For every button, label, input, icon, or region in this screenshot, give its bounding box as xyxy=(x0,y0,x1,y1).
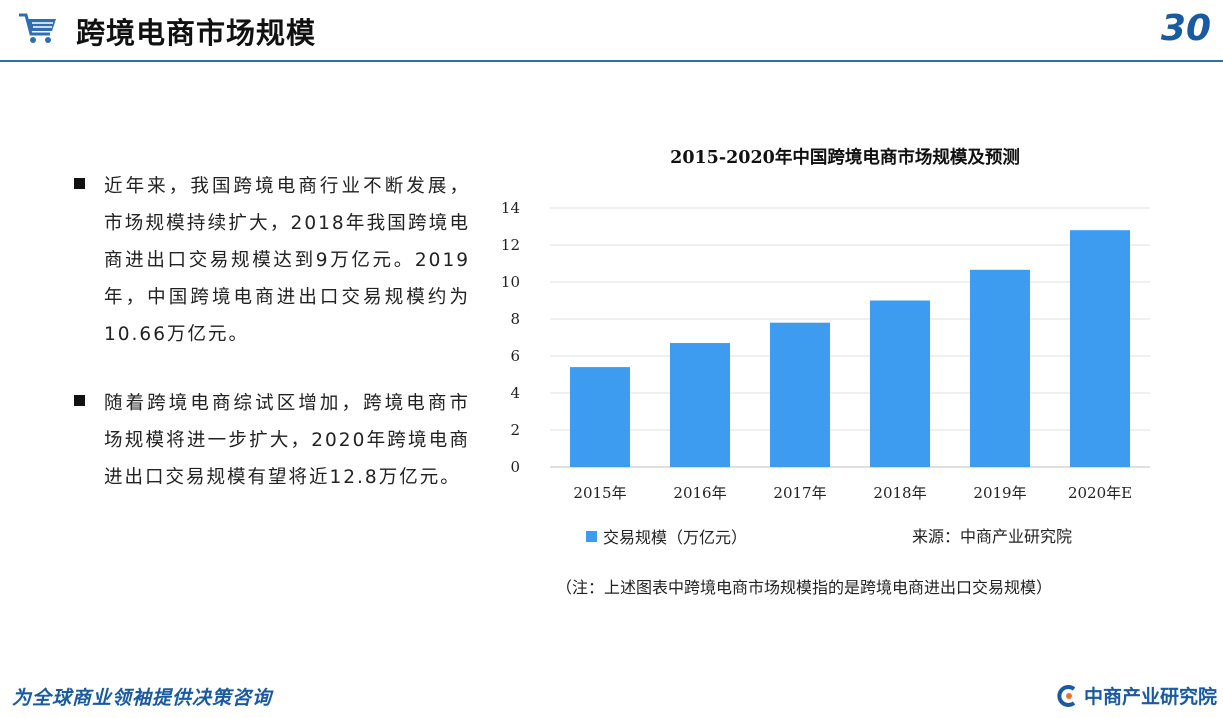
bullet-item: 近年来，我国跨境电商行业不断发展，市场规模持续扩大，2018年我国跨境电商进出口… xyxy=(74,168,470,353)
bar xyxy=(1070,230,1130,467)
legend-label: 交易规模（万亿元） xyxy=(603,528,748,547)
company-logo-icon xyxy=(1057,684,1076,707)
bullet-square-icon xyxy=(74,178,85,189)
x-tick-label: 2020年E xyxy=(1068,484,1132,502)
y-tick-label: 4 xyxy=(510,384,520,402)
footer-slogan: 为全球商业领袖提供决策咨询 xyxy=(12,687,273,709)
y-tick-label: 2 xyxy=(510,421,520,439)
x-tick-label: 2015年 xyxy=(573,484,626,502)
footer-logo: 中商产业研究院 xyxy=(1056,682,1217,709)
bullet-list: 近年来，我国跨境电商行业不断发展，市场规模持续扩大，2018年我国跨境电商进出口… xyxy=(74,168,470,528)
bar xyxy=(970,269,1030,467)
page-title: 跨境电商市场规模 xyxy=(76,16,317,50)
x-tick-label: 2016年 xyxy=(673,484,726,502)
chart-note: （注：上述图表中跨境电商市场规模指的是跨境电商进出口交易规模） xyxy=(556,578,1053,597)
bullet-square-icon xyxy=(74,395,85,406)
x-tick-label: 2018年 xyxy=(873,484,926,502)
bullet-text: 近年来，我国跨境电商行业不断发展，市场规模持续扩大，2018年我国跨境电商进出口… xyxy=(104,176,470,345)
y-tick-label: 6 xyxy=(510,347,520,365)
y-tick-label: 8 xyxy=(510,310,520,328)
chart-legend: 交易规模（万亿元） xyxy=(586,524,747,548)
y-tick-label: 14 xyxy=(501,199,520,217)
bullet-text: 随着跨境电商综试区增加，跨境电商市场规模将进一步扩大，2020年跨境电商进出口交… xyxy=(104,393,470,488)
bullet-item: 随着跨境电商综试区增加，跨境电商市场规模将进一步扩大，2020年跨境电商进出口交… xyxy=(74,385,470,496)
logo-text: 中商产业研究院 xyxy=(1083,686,1217,708)
chart-title: 2015-2020年中国跨境电商市场规模及预测 xyxy=(670,148,1020,168)
bar xyxy=(670,343,730,467)
legend-swatch xyxy=(586,530,597,542)
shopping-cart-icon xyxy=(19,13,56,43)
x-tick-label: 2019年 xyxy=(973,484,1026,502)
y-tick-label: 12 xyxy=(501,236,520,254)
bar xyxy=(870,300,930,467)
y-tick-label: 10 xyxy=(501,273,520,291)
x-tick-label: 2017年 xyxy=(773,484,826,502)
header-rule xyxy=(0,60,1223,62)
chart-plot: 0 2 4 6 8 10 12 14 2015年 2016年 2017年 2018年 2019年 2020… xyxy=(501,199,1150,502)
bar xyxy=(770,322,830,467)
bar-chart: 2015-2020年中国跨境电商市场规模及预测 0 2 4 6 8 10 12 14 2015年… xyxy=(500,140,1190,560)
chart-source: 来源：中商产业研究院 xyxy=(912,527,1073,546)
page-number: 30 xyxy=(1160,8,1211,49)
y-tick-label: 0 xyxy=(510,458,520,476)
bar xyxy=(570,367,630,467)
